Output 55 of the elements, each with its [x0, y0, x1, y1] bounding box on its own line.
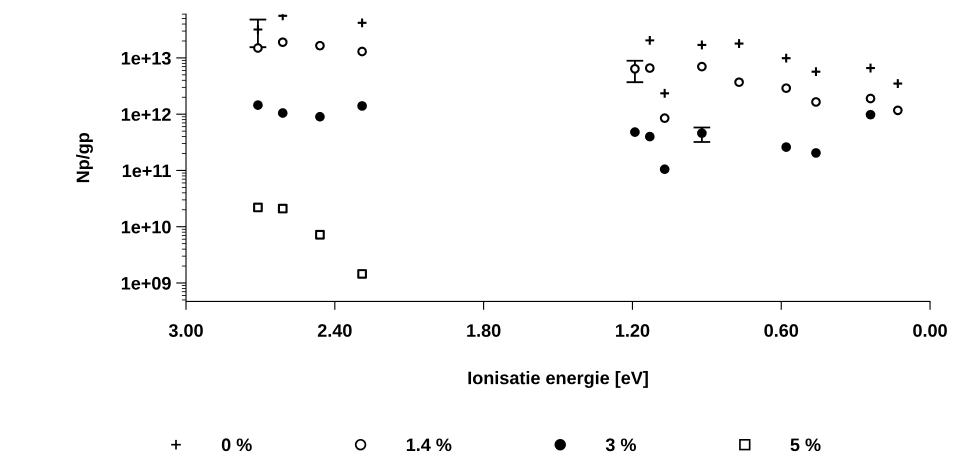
x-tick-label: 2.40 [318, 324, 352, 337]
point [278, 37, 288, 48]
point [865, 62, 876, 74]
point [781, 142, 792, 152]
point [697, 62, 707, 72]
point [696, 40, 708, 50]
point [659, 88, 670, 99]
y-tick-label: 1e+10 [122, 220, 171, 234]
y-axis-title: Np/gp [76, 132, 93, 182]
point [644, 34, 656, 46]
point [892, 78, 904, 90]
point [866, 94, 876, 104]
y-tick-label: 1e+12 [122, 108, 171, 121]
legend-label: 1.4 % [406, 438, 452, 452]
point [252, 24, 264, 35]
point [253, 202, 263, 212]
point [357, 46, 367, 56]
point [811, 97, 821, 107]
point [315, 40, 325, 51]
point [278, 204, 288, 214]
point [357, 269, 367, 279]
point [630, 127, 640, 137]
y-tick-label: 1e+09 [122, 276, 171, 290]
point [734, 38, 745, 49]
point [644, 132, 655, 142]
point [644, 63, 655, 73]
y-tick-label: 1e+13 [122, 52, 171, 65]
x-tick-label: 3.00 [168, 324, 203, 337]
point [660, 164, 670, 174]
y-tick-label: 1e+11 [122, 164, 171, 178]
point [734, 77, 744, 88]
legend-label: 3 % [606, 438, 636, 452]
legend-label: 5 % [790, 438, 821, 452]
point [630, 64, 640, 74]
point [697, 128, 707, 138]
point [357, 101, 367, 111]
x-tick-label: 1.80 [467, 324, 500, 337]
point [811, 148, 821, 158]
x-tick-label: 0.00 [913, 324, 947, 337]
point [660, 113, 670, 124]
point [892, 106, 903, 116]
point [278, 108, 288, 118]
x-tick-label: 1.20 [616, 324, 650, 337]
point [356, 17, 368, 28]
point [781, 83, 792, 94]
x-axis-title: Ionisatie energie [eV] [468, 371, 648, 388]
point [253, 100, 263, 110]
point [253, 43, 263, 53]
point [866, 110, 876, 120]
x-tick-label: 0.60 [764, 324, 798, 337]
point [315, 112, 325, 122]
legend-label: 0 % [222, 438, 252, 452]
point [810, 66, 822, 78]
point [780, 52, 792, 64]
point [315, 230, 325, 240]
